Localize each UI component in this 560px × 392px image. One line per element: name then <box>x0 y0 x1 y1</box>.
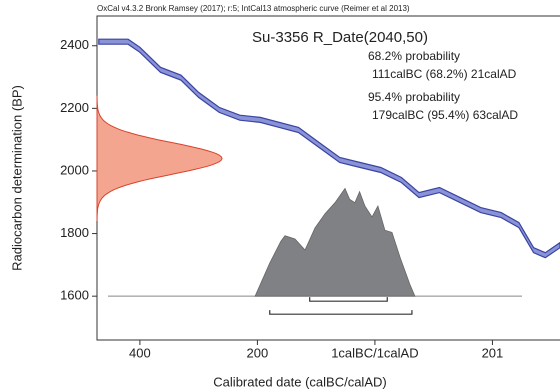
x-tick-label: 200 <box>247 345 269 360</box>
range-bracket <box>309 297 388 302</box>
y-tick-label: 1600 <box>60 288 89 303</box>
x-axis-label: Calibrated date (calBC/calAD) <box>213 374 386 389</box>
header: OxCal v4.3.2 Bronk Ramsey (2017); r:5; I… <box>97 4 410 13</box>
range-heading: 68.2% probability <box>368 49 460 63</box>
y-tick-label: 1800 <box>60 225 89 240</box>
range-bracket <box>269 310 413 315</box>
calibration-curve <box>98 38 560 259</box>
range-label: 111calBC (68.2%) 21calAD <box>372 67 517 81</box>
y-tick-label: 2200 <box>60 100 89 115</box>
calibrated-distribution <box>254 187 416 297</box>
chart-title: Su-3356 R_Date(2040,50) <box>252 29 428 46</box>
x-tick-label: 400 <box>129 345 151 360</box>
y-axis-label: Radiocarbon determination (BP) <box>9 85 24 271</box>
radiocarbon-distribution <box>96 95 223 222</box>
x-tick-label: 201 <box>482 345 504 360</box>
y-tick-label: 2000 <box>60 162 89 177</box>
range-label: 179calBC (95.4%) 63calAD <box>372 108 518 122</box>
y-tick-label: 2400 <box>60 37 89 52</box>
x-tick-label: 1calBC/1calAD <box>331 345 418 360</box>
range-heading: 95.4% probability <box>368 90 460 104</box>
